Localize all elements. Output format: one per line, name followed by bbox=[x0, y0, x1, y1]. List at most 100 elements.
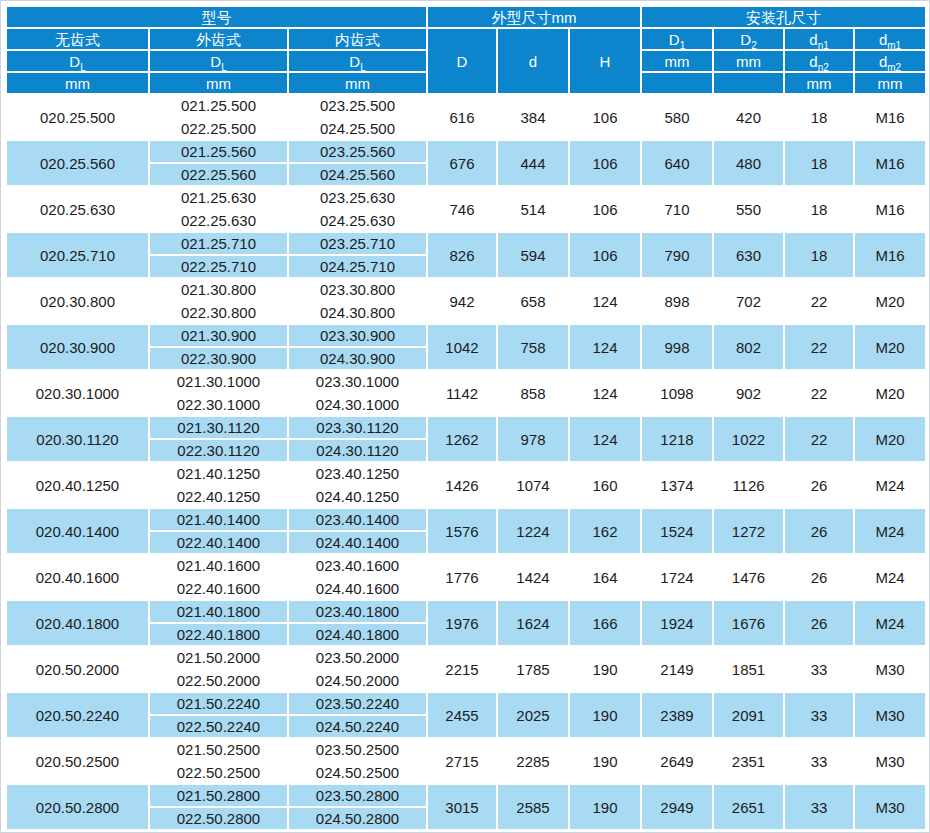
cell-dn: 22 bbox=[784, 370, 854, 416]
cell-D: 2455 bbox=[427, 692, 497, 738]
cell-D2: 2091 bbox=[713, 692, 784, 738]
header-group-row: 型号 外型尺寸mm 安装孔尺寸 bbox=[6, 6, 926, 28]
cell-dn: 33 bbox=[784, 784, 854, 830]
cell-external-model-top: 021.50.2000 bbox=[149, 646, 288, 669]
header-mount-holes-group: 安装孔尺寸 bbox=[641, 6, 926, 28]
header-symbol-dm2: dm2 bbox=[854, 50, 926, 72]
cell-D1: 2649 bbox=[641, 738, 713, 784]
header-unit-toothless: mm bbox=[6, 72, 149, 94]
subscript: m2 bbox=[887, 62, 901, 73]
cell-external-model-top: 021.40.1600 bbox=[149, 554, 288, 577]
cell-external-model-bottom: 022.40.1400 bbox=[149, 531, 288, 554]
cell-internal-model-top: 023.40.1250 bbox=[288, 462, 427, 485]
cell-dn: 18 bbox=[784, 140, 854, 186]
cell-dm: M16 bbox=[854, 232, 926, 278]
table-row: 020.30.900021.30.900023.30.9001042758124… bbox=[6, 324, 926, 347]
cell-dn: 26 bbox=[784, 600, 854, 646]
cell-H: 160 bbox=[569, 462, 641, 508]
cell-D2: 480 bbox=[713, 140, 784, 186]
cell-D2: 1476 bbox=[713, 554, 784, 600]
cell-external-model-bottom: 022.30.800 bbox=[149, 301, 288, 324]
cell-external-model-top: 021.50.2500 bbox=[149, 738, 288, 761]
header-empty-D1 bbox=[641, 72, 713, 94]
cell-H: 124 bbox=[569, 278, 641, 324]
cell-toothless-model: 020.30.900 bbox=[6, 324, 149, 370]
cell-toothless-model: 020.50.2800 bbox=[6, 784, 149, 830]
cell-dm: M20 bbox=[854, 278, 926, 324]
subscript: n2 bbox=[818, 62, 829, 73]
cell-internal-model-top: 023.40.1800 bbox=[288, 600, 427, 623]
cell-D1: 998 bbox=[641, 324, 713, 370]
cell-external-model-top: 021.50.2800 bbox=[149, 784, 288, 807]
cell-internal-model-bottom: 024.50.2500 bbox=[288, 761, 427, 784]
cell-external-model-bottom: 022.25.710 bbox=[149, 255, 288, 278]
cell-toothless-model: 020.25.500 bbox=[6, 94, 149, 140]
header-symbol-dm1: dm1 bbox=[854, 28, 926, 50]
cell-D2: 1126 bbox=[713, 462, 784, 508]
table-row: 020.40.1600021.40.1600023.40.16001776142… bbox=[6, 554, 926, 577]
cell-toothless-model: 020.30.1000 bbox=[6, 370, 149, 416]
header-symbol-DL-external: DL bbox=[149, 50, 288, 72]
header-model-group: 型号 bbox=[6, 6, 427, 28]
cell-dm: M16 bbox=[854, 140, 926, 186]
cell-internal-model-bottom: 024.25.500 bbox=[288, 117, 427, 140]
cell-dm: M24 bbox=[854, 462, 926, 508]
cell-D2: 802 bbox=[713, 324, 784, 370]
cell-D1: 1724 bbox=[641, 554, 713, 600]
cell-toothless-model: 020.50.2500 bbox=[6, 738, 149, 784]
cell-d: 1624 bbox=[497, 600, 569, 646]
table-header: 型号 外型尺寸mm 安装孔尺寸 无齿式 外齿式 内齿式 D d H D1 D2 … bbox=[6, 6, 926, 94]
cell-internal-model-bottom: 024.25.630 bbox=[288, 209, 427, 232]
cell-external-model-top: 021.30.1000 bbox=[149, 370, 288, 393]
subscript: n1 bbox=[818, 40, 829, 51]
cell-d: 2025 bbox=[497, 692, 569, 738]
cell-D2: 1022 bbox=[713, 416, 784, 462]
cell-D: 1976 bbox=[427, 600, 497, 646]
cell-D1: 710 bbox=[641, 186, 713, 232]
cell-dm: M30 bbox=[854, 738, 926, 784]
cell-d: 514 bbox=[497, 186, 569, 232]
table-row: 020.40.1800021.40.1800023.40.18001976162… bbox=[6, 600, 926, 623]
cell-D2: 630 bbox=[713, 232, 784, 278]
subscript: 2 bbox=[751, 40, 757, 51]
cell-external-model-bottom: 022.50.2500 bbox=[149, 761, 288, 784]
cell-internal-model-top: 023.50.2240 bbox=[288, 692, 427, 715]
cell-D1: 1098 bbox=[641, 370, 713, 416]
cell-external-model-bottom: 022.40.1600 bbox=[149, 577, 288, 600]
cell-H: 162 bbox=[569, 508, 641, 554]
cell-internal-model-bottom: 024.40.1400 bbox=[288, 531, 427, 554]
cell-dn: 33 bbox=[784, 692, 854, 738]
cell-H: 190 bbox=[569, 692, 641, 738]
table-row: 020.25.710021.25.710023.25.7108265941067… bbox=[6, 232, 926, 255]
cell-dm: M30 bbox=[854, 646, 926, 692]
header-symbol-dn1: dn1 bbox=[784, 28, 854, 50]
header-outer-dims-group: 外型尺寸mm bbox=[427, 6, 641, 28]
cell-D1: 790 bbox=[641, 232, 713, 278]
cell-internal-model-top: 023.50.2000 bbox=[288, 646, 427, 669]
cell-dm: M16 bbox=[854, 186, 926, 232]
cell-D1: 2389 bbox=[641, 692, 713, 738]
cell-internal-model-top: 023.25.710 bbox=[288, 232, 427, 255]
cell-D: 1262 bbox=[427, 416, 497, 462]
page-frame: 型号 外型尺寸mm 安装孔尺寸 无齿式 外齿式 内齿式 D d H D1 D2 … bbox=[0, 0, 930, 833]
cell-external-model-bottom: 022.25.500 bbox=[149, 117, 288, 140]
header-symbol-D1: D1 bbox=[641, 28, 713, 50]
cell-d: 1074 bbox=[497, 462, 569, 508]
cell-external-model-top: 021.40.1800 bbox=[149, 600, 288, 623]
cell-D2: 702 bbox=[713, 278, 784, 324]
cell-d: 1785 bbox=[497, 646, 569, 692]
cell-toothless-model: 020.30.1120 bbox=[6, 416, 149, 462]
header-symbol-D: D bbox=[427, 28, 497, 94]
cell-toothless-model: 020.50.2000 bbox=[6, 646, 149, 692]
cell-internal-model-bottom: 024.30.900 bbox=[288, 347, 427, 370]
cell-internal-model-top: 023.25.500 bbox=[288, 94, 427, 117]
cell-dn: 22 bbox=[784, 416, 854, 462]
cell-external-model-top: 021.25.500 bbox=[149, 94, 288, 117]
cell-toothless-model: 020.40.1250 bbox=[6, 462, 149, 508]
cell-D1: 1524 bbox=[641, 508, 713, 554]
cell-dm: M24 bbox=[854, 508, 926, 554]
cell-dm: M24 bbox=[854, 554, 926, 600]
spec-table: 型号 外型尺寸mm 安装孔尺寸 无齿式 外齿式 内齿式 D d H D1 D2 … bbox=[5, 5, 927, 831]
cell-external-model-bottom: 022.40.1250 bbox=[149, 485, 288, 508]
cell-toothless-model: 020.40.1800 bbox=[6, 600, 149, 646]
